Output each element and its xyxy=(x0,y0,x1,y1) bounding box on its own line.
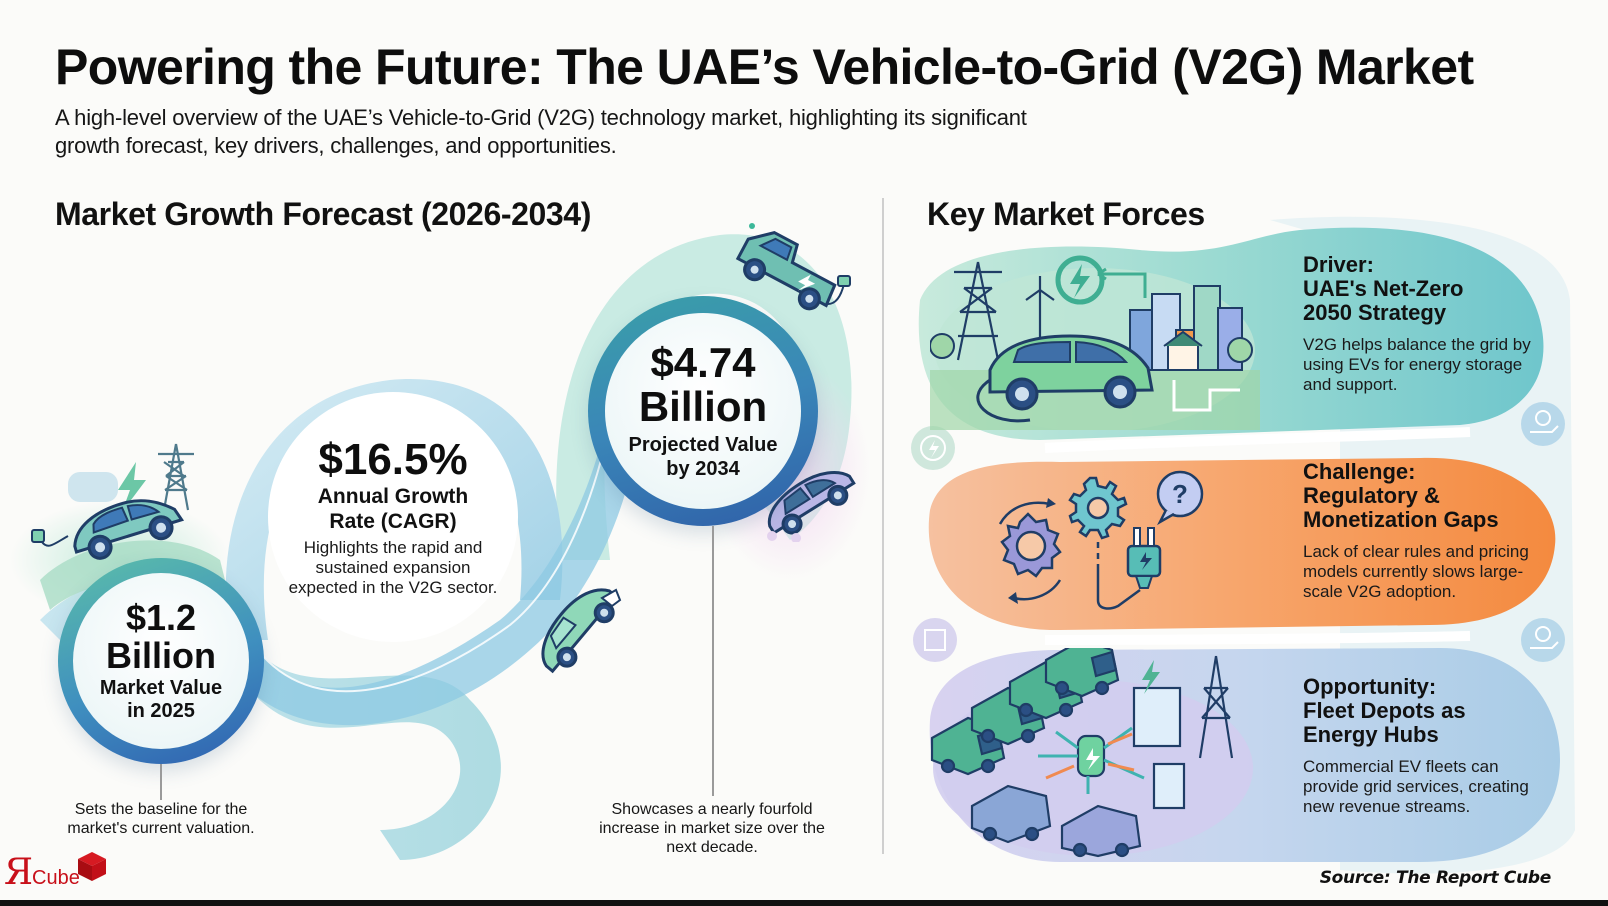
stat-market-value-2025: $1.2 Billion Market Value in 2025 xyxy=(58,558,264,764)
section-divider xyxy=(882,198,884,854)
forces-section-title: Key Market Forces xyxy=(927,196,1205,232)
city-grid-ev-illustration xyxy=(930,255,1260,430)
cube-icon xyxy=(78,852,106,881)
stat-label: Annual Growth Rate (CAGR) xyxy=(317,485,469,533)
leader-line xyxy=(160,764,162,800)
force-heading: UAE's Net-Zero 2050 Strategy xyxy=(1303,276,1464,325)
ev-car-tilted-icon xyxy=(767,471,856,542)
source-credit: Source: The Report Cube xyxy=(1319,868,1552,888)
bottom-border xyxy=(0,900,1608,906)
stat-inner: $1.2 Billion Market Value in 2025 xyxy=(73,573,249,749)
logo-text: Cube xyxy=(32,867,80,889)
page-title: Powering the Future: The UAE’s Vehicle-t… xyxy=(55,39,1474,95)
logo-letter: Я xyxy=(4,852,34,893)
fleet-depot-illustration xyxy=(930,648,1253,858)
stat-label: Market Value in 2025 xyxy=(99,677,223,722)
forecast-section-title: Market Growth Forecast (2026-2034) xyxy=(55,196,591,232)
stat-unit: Billion xyxy=(106,635,216,676)
leader-line xyxy=(712,526,714,796)
stat-value: $1.2 xyxy=(125,597,197,638)
force-body: Lack of clear rules and pricing models c… xyxy=(1303,542,1529,601)
force-body: Commercial EV fleets can provide grid se… xyxy=(1303,757,1529,816)
force-heading: Regulatory & Monetization Gaps xyxy=(1303,483,1499,532)
ev-car-plug-icon xyxy=(541,588,622,674)
force-challenge: Challenge: Regulatory & Monetization Gap… xyxy=(1303,460,1563,602)
stat-unit: Billion xyxy=(638,383,768,430)
force-driver: Driver: UAE's Net-Zero 2050 Strategy V2G… xyxy=(1303,253,1553,395)
stat-cagr: $16.5% Annual Growth Rate (CAGR) Highlig… xyxy=(268,392,518,642)
ev-car-pylon-illustration xyxy=(31,443,194,560)
page-subtitle: A high-level overview of the UAE’s Vehic… xyxy=(55,105,1027,158)
stat-note-baseline: Sets the baseline for the market's curre… xyxy=(67,801,255,837)
stat-projected-value-2034: $4.74 Billion Projected Value by 2034 xyxy=(588,296,818,526)
force-type: Challenge: xyxy=(1303,459,1416,484)
stat-label: Projected Value by 2034 xyxy=(628,434,778,480)
force-body: V2G helps balance the grid by using EVs … xyxy=(1303,335,1531,394)
force-heading: Fleet Depots as Energy Hubs xyxy=(1303,698,1466,747)
stat-value: $16.5% xyxy=(318,435,468,484)
force-opportunity: Opportunity: Fleet Depots as Energy Hubs… xyxy=(1303,675,1573,817)
force-type: Opportunity: xyxy=(1303,674,1437,699)
gears-plug-question-illustration: ? xyxy=(998,470,1204,610)
stat-inner: $4.74 Billion Projected Value by 2034 xyxy=(605,313,801,509)
stat-note-fourfold: Showcases a nearly fourfold increase in … xyxy=(599,801,825,856)
stat-description: Highlights the rapid and sustained expan… xyxy=(288,538,498,597)
pickup-truck-ev-icon xyxy=(735,223,851,311)
svg-text:?: ? xyxy=(1172,479,1188,509)
force-type: Driver: xyxy=(1303,252,1374,277)
stat-value: $4.74 xyxy=(650,339,756,386)
report-cube-logo: Я Cube xyxy=(4,850,114,896)
